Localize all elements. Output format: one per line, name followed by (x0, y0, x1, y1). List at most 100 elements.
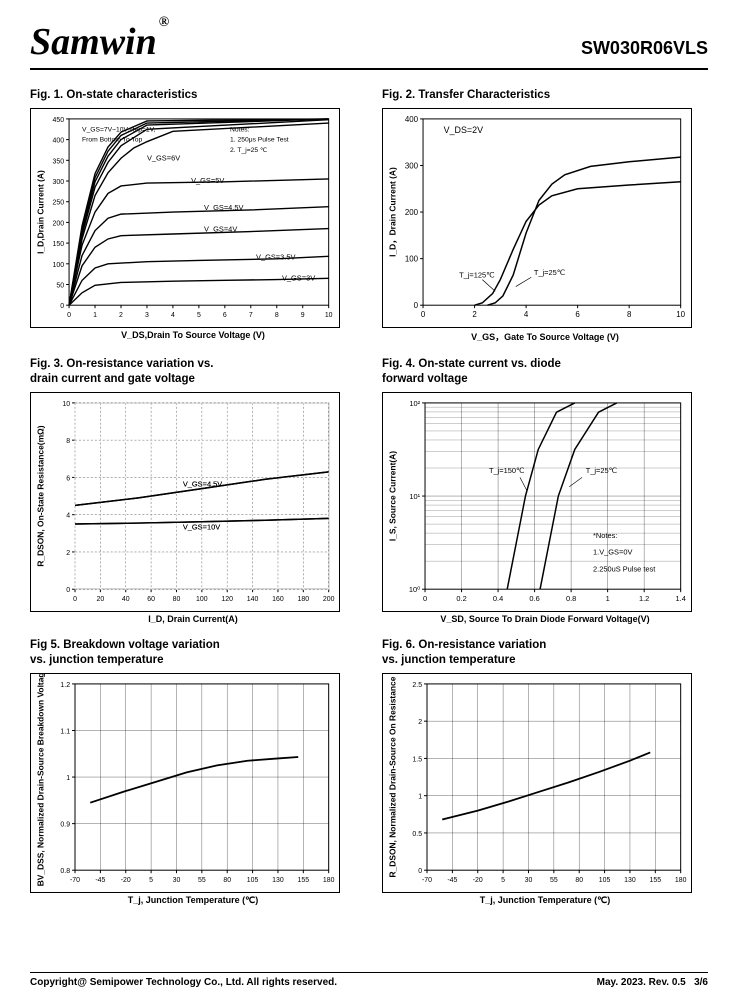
svg-text:R_DSON, Normalized Drain-Sourc: R_DSON, Normalized Drain-Source On Resis… (387, 676, 397, 877)
fig2-title: Fig. 2. Transfer Characteristics (382, 88, 708, 102)
fig1-chart: 012345678910050100150200250300350400450V… (30, 108, 340, 328)
fig6-title: Fig. 6. On-resistance variation vs. junc… (382, 638, 708, 667)
svg-text:10: 10 (325, 312, 333, 319)
fig5-cell: Fig 5. Breakdown voltage variation vs. j… (30, 638, 356, 906)
footer-date: May. 2023. Rev. 0.5 (597, 977, 686, 988)
svg-text:155: 155 (298, 877, 310, 884)
svg-text:180: 180 (675, 877, 687, 884)
footer-right: May. 2023. Rev. 0.5 3/6 (597, 977, 708, 988)
svg-text:1.4: 1.4 (676, 594, 686, 603)
fig6-xlabel: T_j, Junction Temperature (℃) (382, 895, 708, 906)
svg-text:180: 180 (298, 596, 310, 603)
fig5-xlabel: T_j, Junction Temperature (℃) (30, 895, 356, 906)
svg-text:5: 5 (149, 877, 153, 884)
svg-text:1.2: 1.2 (639, 594, 649, 603)
svg-text:V_DS=2V: V_DS=2V (444, 125, 483, 135)
svg-text:10²: 10² (409, 399, 420, 408)
svg-text:0.8: 0.8 (60, 868, 70, 875)
svg-text:6: 6 (223, 312, 227, 319)
fig4-title: Fig. 4. On-state current vs. diode forwa… (382, 357, 708, 386)
svg-text:6: 6 (575, 310, 580, 319)
fig3-title: Fig. 3. On-resistance variation vs. drai… (30, 357, 356, 386)
svg-text:40: 40 (122, 596, 130, 603)
svg-text:2: 2 (119, 312, 123, 319)
fig2-chart: 02468100100200300400T_j=125℃T_j=25℃V_DS=… (382, 108, 692, 328)
svg-text:V_GS=7V~10V,step=1V,: V_GS=7V~10V,step=1V, (82, 127, 155, 134)
svg-text:4: 4 (66, 513, 70, 520)
svg-text:V_GS=3V: V_GS=3V (282, 274, 315, 283)
svg-text:120: 120 (221, 596, 233, 603)
svg-text:0.2: 0.2 (456, 594, 466, 603)
svg-text:10: 10 (62, 401, 70, 408)
svg-text:0: 0 (423, 594, 427, 603)
svg-text:30: 30 (525, 877, 533, 884)
svg-text:V_GS=4.5V: V_GS=4.5V (183, 480, 222, 489)
svg-text:105: 105 (247, 877, 259, 884)
svg-text:-45: -45 (447, 877, 457, 884)
svg-text:0: 0 (421, 310, 426, 319)
svg-text:450: 450 (53, 117, 65, 124)
fig4-xlabel: V_SD, Source To Drain Diode Forward Volt… (382, 614, 708, 624)
svg-text:1: 1 (66, 775, 70, 782)
svg-text:1.V_GS=0V: 1.V_GS=0V (593, 548, 632, 557)
svg-text:T_j=25℃: T_j=25℃ (534, 268, 565, 277)
svg-text:5: 5 (501, 877, 505, 884)
svg-text:1.1: 1.1 (60, 728, 70, 735)
svg-text:60: 60 (147, 596, 155, 603)
svg-text:1.5: 1.5 (412, 756, 422, 763)
fig1-cell: Fig. 1. On-state characteristics 0123456… (30, 88, 356, 343)
svg-text:350: 350 (53, 159, 65, 166)
svg-text:0: 0 (418, 868, 422, 875)
svg-text:55: 55 (550, 877, 558, 884)
svg-text:30: 30 (173, 877, 181, 884)
svg-text:0: 0 (60, 304, 64, 311)
svg-text:2.250uS Pulse test: 2.250uS Pulse test (593, 565, 655, 574)
svg-text:1. 250μs Pulse Test: 1. 250μs Pulse Test (230, 137, 289, 144)
svg-text:80: 80 (575, 877, 583, 884)
svg-text:55: 55 (198, 877, 206, 884)
svg-text:BV_DSS, Normalized Drain-Sourc: BV_DSS, Normalized Drain-Source Breakdow… (35, 674, 45, 886)
fig4-cell: Fig. 4. On-state current vs. diode forwa… (382, 357, 708, 624)
svg-text:130: 130 (624, 877, 636, 884)
svg-text:2: 2 (472, 310, 476, 319)
svg-text:T_j=25℃: T_j=25℃ (586, 466, 617, 475)
svg-text:0.4: 0.4 (493, 594, 503, 603)
svg-text:100: 100 (196, 596, 208, 603)
fig2-cell: Fig. 2. Transfer Characteristics 0246810… (382, 88, 708, 343)
copyright-text: Copyright@ Semipower Technology Co., Ltd… (30, 977, 337, 988)
svg-text:50: 50 (56, 283, 64, 290)
svg-text:I_D,Drain Current (A): I_D,Drain Current (A) (35, 170, 45, 254)
svg-text:155: 155 (650, 877, 662, 884)
svg-text:2: 2 (418, 719, 422, 726)
svg-text:V_GS=5V: V_GS=5V (191, 176, 224, 185)
svg-text:150: 150 (53, 241, 65, 248)
svg-text:I_D，Drain Current (A): I_D，Drain Current (A) (387, 167, 397, 257)
svg-text:From Bottom To Top: From Bottom To Top (82, 137, 143, 144)
svg-text:Notes:: Notes: (230, 127, 250, 134)
svg-text:V_GS=4V: V_GS=4V (204, 225, 237, 234)
svg-text:200: 200 (323, 596, 335, 603)
svg-text:300: 300 (405, 162, 419, 171)
svg-text:3: 3 (145, 312, 149, 319)
svg-text:2. T_j=25 ℃: 2. T_j=25 ℃ (230, 147, 268, 154)
chart-grid: Fig. 1. On-state characteristics 0 1 2 3 4 5 6… (30, 88, 708, 906)
svg-text:180: 180 (323, 877, 335, 884)
svg-text:-20: -20 (121, 877, 131, 884)
part-number: SW030R06VLS (581, 38, 708, 59)
svg-text:100: 100 (53, 262, 65, 269)
svg-text:1: 1 (93, 312, 97, 319)
trademark: ® (159, 15, 169, 30)
svg-text:0.9: 0.9 (60, 821, 70, 828)
svg-text:80: 80 (223, 877, 231, 884)
page-footer: Copyright@ Semipower Technology Co., Ltd… (30, 972, 708, 988)
svg-text:160: 160 (272, 596, 284, 603)
svg-text:2: 2 (66, 550, 70, 557)
svg-text:T_j=125℃: T_j=125℃ (459, 271, 494, 280)
footer-page: 3/6 (694, 977, 708, 988)
fig1-title: Fig. 1. On-state characteristics (30, 88, 356, 102)
svg-text:-20: -20 (473, 877, 483, 884)
svg-text:100: 100 (405, 255, 419, 264)
svg-text:105: 105 (599, 877, 611, 884)
svg-text:0.8: 0.8 (566, 594, 576, 603)
fig6-cell: Fig. 6. On-resistance variation vs. junc… (382, 638, 708, 906)
